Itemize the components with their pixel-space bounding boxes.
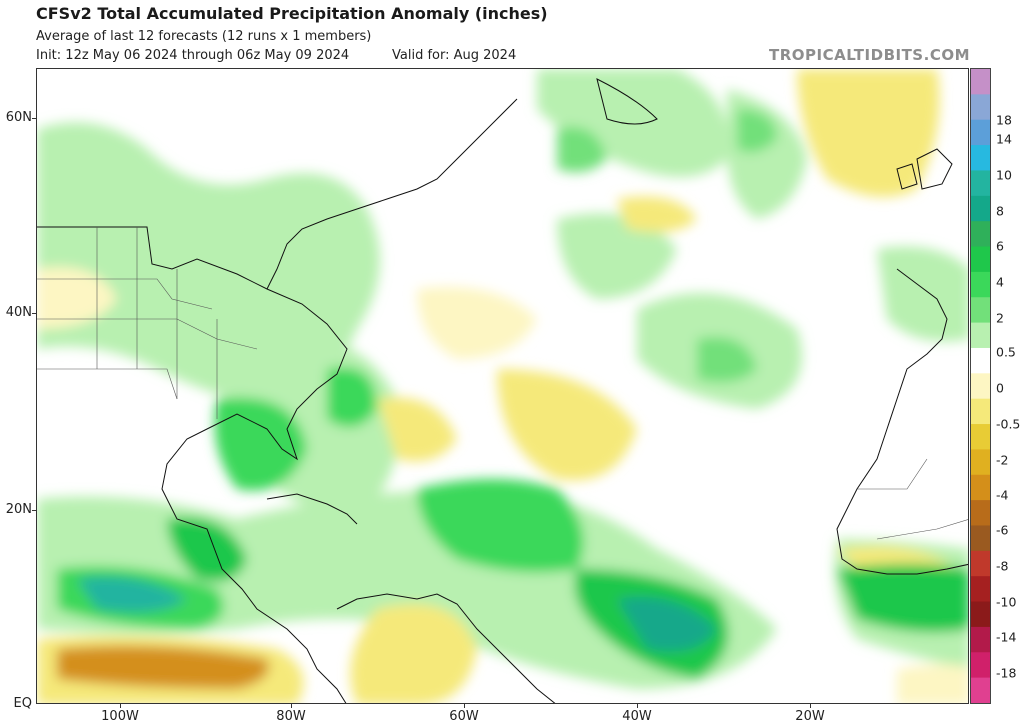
colorbar-label: 4	[996, 274, 1004, 290]
lon-label-60w: 60W	[449, 709, 479, 724]
colorbar-label: -8	[996, 558, 1009, 574]
chart-header: CFSv2 Total Accumulated Precipitation An…	[36, 0, 976, 68]
colorbar-swatch	[971, 424, 990, 450]
colorbar-swatch	[971, 525, 990, 552]
valid-text: Valid for: Aug 2024	[392, 48, 517, 63]
colorbar-swatch	[971, 398, 990, 425]
colorbar-label: 2	[996, 310, 1004, 326]
lat-tick	[32, 510, 36, 511]
anomaly-shading	[37, 69, 968, 703]
colorbar-label: 0.5	[996, 344, 1016, 360]
lon-tick	[464, 704, 465, 708]
map-subtitle: Average of last 12 forecasts (12 runs x …	[36, 29, 372, 44]
colorbar	[970, 68, 991, 704]
lon-tick	[291, 704, 292, 708]
colorbar-swatch	[971, 322, 990, 349]
colorbar-swatch	[971, 145, 990, 171]
colorbar-label: -10	[996, 594, 1017, 610]
colorbar-swatch	[971, 550, 990, 577]
colorbar-swatch	[971, 652, 990, 679]
lat-label-40n: 40N	[5, 305, 32, 320]
colorbar-label: 10	[996, 167, 1012, 183]
colorbar-swatch	[971, 626, 990, 653]
colorbar-label: -4	[996, 487, 1009, 503]
colorbar-swatch	[971, 373, 990, 400]
map-field	[37, 69, 968, 703]
lat-label-20n: 20N	[5, 502, 32, 517]
colorbar-swatch	[971, 297, 990, 324]
colorbar-swatch	[971, 474, 990, 501]
lon-label-100w: 100W	[101, 709, 139, 724]
colorbar-label: -0.5	[996, 416, 1021, 432]
colorbar-label: 14	[996, 131, 1012, 147]
lon-label-80w: 80W	[276, 709, 306, 724]
precip-anomaly-map	[36, 68, 969, 704]
init-text: Init: 12z May 06 2024 through 06z May 09…	[36, 48, 350, 63]
colorbar-label: -18	[996, 665, 1017, 681]
map-title: CFSv2 Total Accumulated Precipitation An…	[36, 4, 548, 23]
colorbar-label: 18	[996, 112, 1012, 128]
colorbar-label: 8	[996, 203, 1004, 219]
lon-tick	[810, 704, 811, 708]
colorbar-swatch	[971, 500, 990, 526]
colorbar-swatch	[971, 601, 990, 628]
lat-label-60n: 60N	[5, 110, 32, 125]
lon-label-40w: 40W	[622, 709, 652, 724]
colorbar-label: 0	[996, 380, 1004, 396]
lon-tick	[637, 704, 638, 708]
colorbar-swatch	[971, 119, 990, 146]
colorbar-swatch	[971, 94, 990, 121]
colorbar-swatch	[971, 677, 990, 703]
colorbar-swatch	[971, 449, 990, 476]
lat-tick	[32, 313, 36, 314]
colorbar-label: -6	[996, 522, 1009, 538]
political-borders	[37, 227, 968, 540]
lat-tick	[32, 118, 36, 119]
coastlines	[37, 78, 968, 703]
lon-tick	[120, 704, 121, 708]
colorbar-label: 6	[996, 238, 1004, 254]
brand-watermark: TROPICALTIDBITS.COM	[769, 46, 970, 64]
colorbar-swatch	[971, 69, 990, 95]
colorbar-swatch	[971, 271, 990, 298]
colorbar-swatch	[971, 221, 990, 248]
lat-label-eq: EQ	[13, 696, 32, 711]
colorbar-swatch	[971, 347, 990, 374]
colorbar-swatch	[971, 195, 990, 222]
lon-label-20w: 20W	[795, 709, 825, 724]
colorbar-swatch	[971, 576, 990, 603]
colorbar-swatch	[971, 246, 990, 273]
colorbar-swatch	[971, 170, 990, 197]
colorbar-swatches	[971, 69, 990, 703]
colorbar-label: -2	[996, 452, 1009, 468]
colorbar-label: -14	[996, 629, 1017, 645]
